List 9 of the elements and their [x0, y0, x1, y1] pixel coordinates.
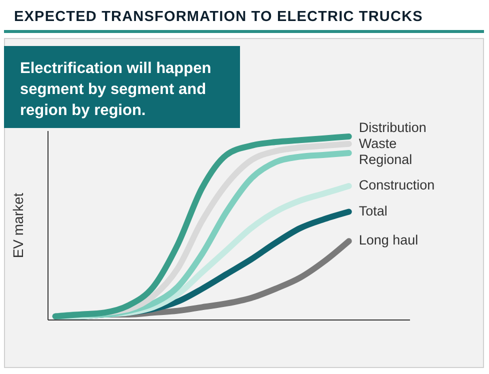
y-axis-title: EV market: [10, 192, 26, 258]
series-label: Waste: [358, 136, 397, 152]
series-label: Long haul: [358, 232, 418, 248]
text: Electrification will happen segment by segment and region by region.: [4, 46, 240, 128]
series-label: Regional: [358, 152, 412, 168]
series-label: Distribution: [358, 120, 426, 136]
series-label: Construction: [358, 178, 435, 193]
series-label: Total: [358, 203, 388, 218]
chart-title: EXPECTED TRANSFORMATION TO ELECTRIC TRUCKS: [14, 9, 423, 25]
